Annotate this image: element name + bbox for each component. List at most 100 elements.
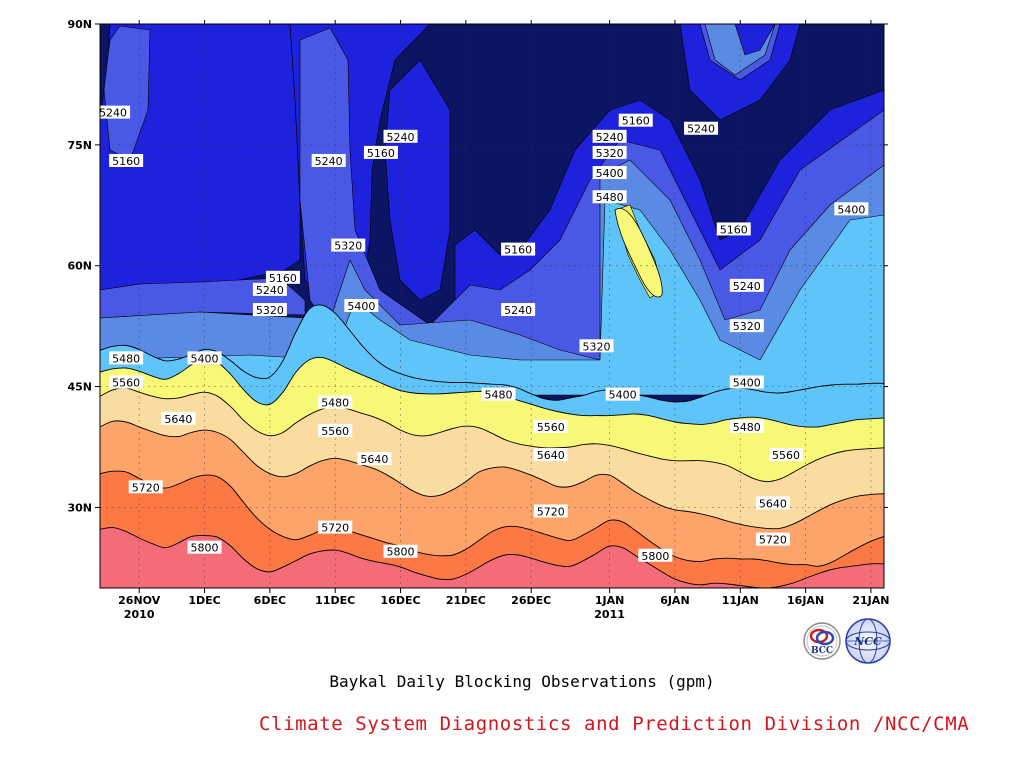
contour-label: 5240 [501,303,536,317]
contour-label: 5240 [684,121,719,136]
contour-label-value: 5640 [759,497,787,510]
contour-label-value: 5400 [191,352,219,365]
contour-label-box [383,129,418,143]
contour-label-value: 5160 [112,155,140,168]
contour-label-value: 5640 [360,453,388,466]
contour-label-value: 5480 [485,389,513,402]
contour-label-box [331,238,366,252]
contour-label-value: 5160 [720,223,748,236]
contour-label-box [383,544,418,558]
contour-label: 5160 [265,270,300,285]
contour-band-5800 [100,527,884,588]
contour-label: 5160 [109,153,144,168]
contour-label-value: 5400 [347,300,375,313]
contour-label-value: 5320 [334,240,362,253]
contour-label-box [533,504,568,518]
contour-label-box [533,448,568,462]
contour-label: 5160 [501,242,536,257]
contour-label: 5240 [252,282,287,297]
contour-label-value: 5240 [256,284,284,297]
contour-label: 5400 [187,351,222,365]
contour-label-value: 5560 [321,425,349,438]
contour-label-box [100,105,131,119]
contour-band-5720 [100,471,884,588]
contour-label: 5400 [344,299,379,313]
y-tick-label: 75N [67,139,92,152]
contour-label-value: 5560 [112,377,140,390]
isoline-5800 [100,527,884,588]
contour-label-box [501,242,536,256]
contour-label: 5320 [252,303,287,317]
contour-label-value: 5160 [504,244,532,257]
plot-frame [99,23,885,589]
contour-label-box [592,190,627,204]
contour-region-5160-2 [384,59,451,301]
isoline-5400 [100,304,884,403]
contour-label-value: 5640 [537,449,565,462]
contour-label-value: 5240 [99,107,127,120]
contour-label-value: 5400 [609,389,637,402]
contour-label: 5480 [109,351,144,365]
contour-label-value: 5240 [504,304,532,317]
contour-label: 5560 [318,423,353,438]
contour-label: 5640 [533,448,568,462]
contour-label-box [481,387,516,401]
contour-label-value: 5720 [321,522,349,535]
contour-label: 5240 [99,105,131,120]
contour-label: 5480 [592,190,627,204]
contour-label-value: 5800 [387,546,415,559]
x-tick-label: 1JAN [595,594,624,607]
bcc-logo-text: BCC [811,646,833,656]
plot-area: 5240516054805560564057205800540051605240… [99,24,884,588]
contour-label-box [729,375,764,389]
x-tick-label: 21JAN [852,594,889,607]
contour-label-box [363,145,398,159]
contour-label: 5400 [834,202,869,216]
contour-label-box [357,452,392,466]
contour-label-box [592,166,627,180]
contour-label-value: 5240 [596,131,624,144]
contour-label: 5480 [729,419,764,434]
y-tick-label: 60N [67,260,92,273]
x-tick-label: 26DEC [511,594,551,607]
contour-label: 5400 [592,166,627,180]
contour-label: 5640 [755,496,790,510]
contour-label-box [638,548,673,562]
contour-label-box [318,520,353,534]
x-tick-label: 21DEC [446,594,486,607]
y-tick-label: 45N [67,381,92,394]
x-tick-label: 11DEC [315,594,355,607]
contour-label: 5320 [592,145,627,160]
y-tick-label: 90N [67,18,92,31]
contour-label: 5560 [533,419,568,434]
x-tick-year-label: 2010 [124,608,155,621]
contour-label-box [252,303,287,317]
contour-label: 5720 [128,480,163,494]
contour-label: 5560 [769,448,803,462]
contour-label-value: 5720 [537,505,565,518]
contour-label: 5160 [363,145,398,160]
x-tick-label: 11JAN [722,594,759,607]
contour-label: 5720 [533,504,568,518]
contour-label: 5800 [187,540,222,555]
credit-line: Climate System Diagnostics and Predictio… [259,713,970,735]
contour-label-value: 5320 [583,340,611,353]
contour-label: 5800 [638,548,673,563]
contour-label: 5400 [605,387,640,402]
isoline-5640 [100,420,884,530]
contour-label-box [605,387,640,401]
contour-label-box [318,423,353,437]
contour-label: 5240 [729,278,764,293]
contour-label: 5160 [618,113,653,128]
ncc-logo: NCC [845,618,891,664]
contour-label-value: 5400 [733,377,761,390]
contour-label-box [579,339,614,353]
isoline-5720 [100,470,884,567]
contour-label-value: 5240 [687,123,715,136]
contour-label-box [109,153,144,167]
contour-region-5480-ridge [614,208,663,298]
contour-label: 5240 [311,153,346,168]
contour-label: 5320 [579,339,614,353]
contour-label-value: 5240 [315,155,343,168]
contour-label-box [109,351,144,365]
